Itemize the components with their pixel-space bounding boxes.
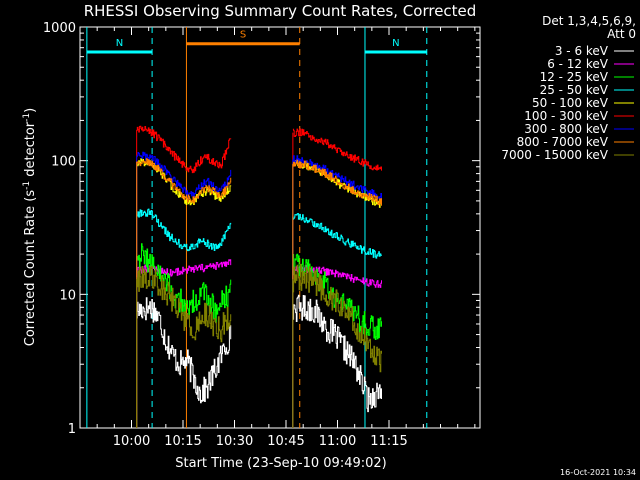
series-line [136,243,232,323]
series-line [292,294,382,413]
series-line [292,155,382,199]
series-line [136,297,232,404]
y-tick-label: 100 [51,155,76,170]
series-line [292,128,382,171]
marker-label: N [392,38,399,49]
y-tick-label: 1 [68,422,76,437]
y-tick-label: 10 [59,288,76,303]
chart-title: RHESSI Observing Summary Count Rates, Co… [84,2,477,20]
x-tick-label: 10:00 [113,434,150,449]
legend-label: 300 - 800 keV [524,122,608,136]
series-line [136,151,232,199]
legend-header-line1: Det 1,3,4,5,6,9, [542,14,636,28]
series-line [136,125,232,174]
legend-label: 800 - 7000 keV [517,135,609,149]
y-tick-label: 1000 [43,21,76,36]
legend-label: 7000 - 15000 keV [501,148,608,162]
legend-label: 12 - 25 keV [540,70,609,84]
plot-area: 1 10 100 1000 10:00 10:15 10:30 10:45 11:00 11:15… [43,21,481,449]
marker-label: S [240,30,246,41]
x-tick-label: 10:45 [267,434,304,449]
legend-label: 50 - 100 keV [532,96,609,110]
x-tick-label: 11:15 [370,434,407,449]
y-axis-label: Corrected Count Rate (s-1 detector-1) [22,108,38,346]
x-tick-label: 10:15 [164,434,201,449]
marker-label: N [116,38,123,49]
series-line [136,265,232,343]
series-line [292,159,382,206]
series-line [292,264,382,373]
series-line [136,208,232,252]
x-tick-label: 10:30 [216,434,253,449]
series-line [292,213,382,259]
series-line [136,158,232,204]
legend-label: 25 - 50 keV [540,83,609,97]
x-tick-label: 11:00 [319,434,356,449]
legend-label: 6 - 12 keV [547,57,609,71]
footer-date: 16-Oct-2021 10:34 [560,468,636,477]
plot-frame [79,26,481,429]
x-axis-label: Start Time (23-Sep-10 09:49:02) [175,456,386,471]
legend-label: 3 - 6 keV [555,44,609,58]
legend-header-line2: Att 0 [607,27,636,41]
legend-label: 100 - 300 keV [524,109,608,123]
